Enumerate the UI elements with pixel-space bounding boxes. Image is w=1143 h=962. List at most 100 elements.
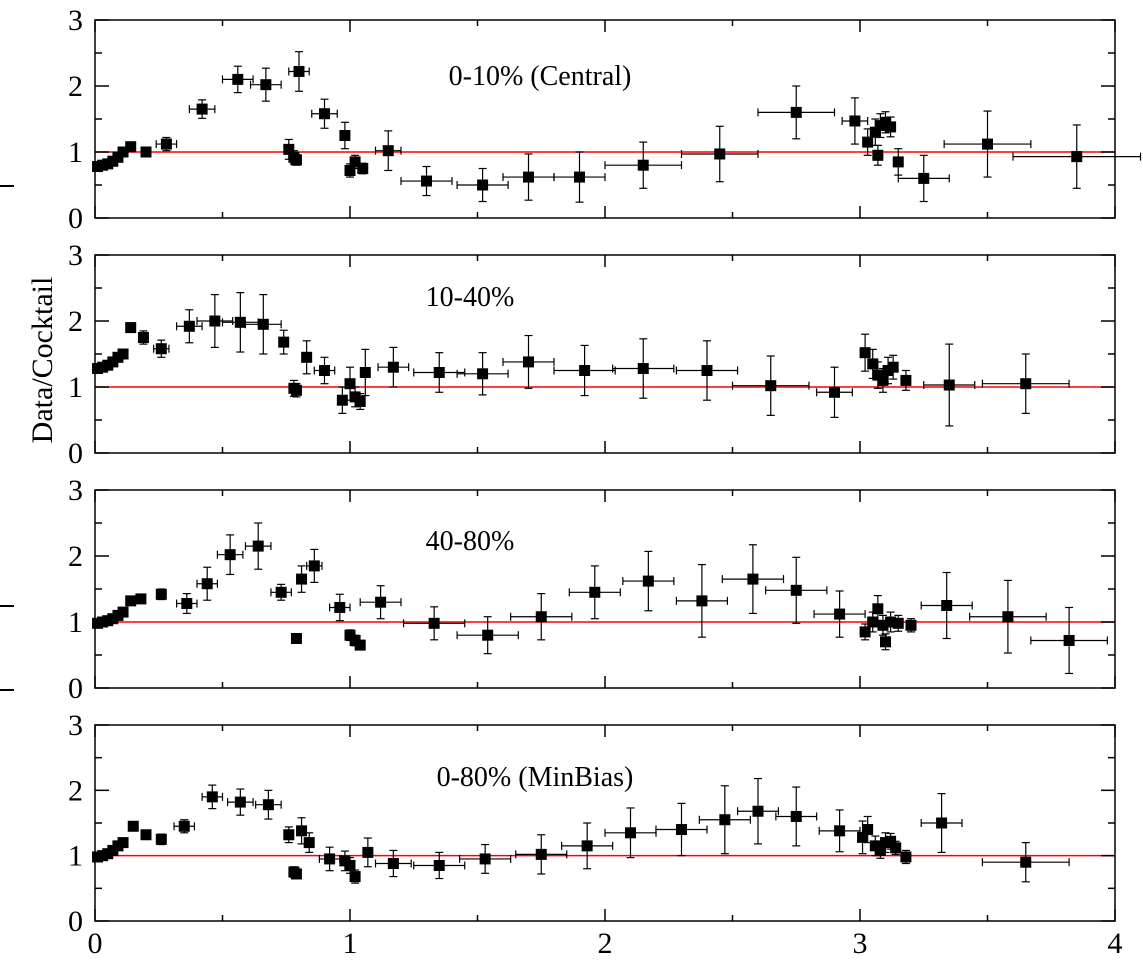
y-tick-label: 1 [68,606,83,639]
marker-square [887,361,899,373]
data-point [604,807,657,859]
marker-square [790,810,802,822]
marker-square [834,825,846,837]
marker-square [790,106,802,118]
data-point [140,829,152,841]
data-point [117,606,129,618]
data-point [244,522,272,570]
marker-square [382,145,394,157]
data-point [900,369,912,391]
marker-square [290,633,302,644]
y-tick-label: 3 [68,4,83,37]
marker-square [117,348,129,360]
data-point [1030,606,1108,675]
marker-square [676,824,687,836]
marker-square [874,844,886,856]
marker-square [936,817,948,829]
data-point [731,355,810,416]
marker-square [892,156,904,168]
marker-square [293,65,305,77]
marker-square [125,141,137,153]
panel-3: 0 1 2 3 40-80% [68,474,1116,705]
data-point [622,550,675,612]
data-point [249,67,282,102]
marker-square [752,805,764,817]
data-point [155,833,167,846]
data-point [127,820,139,832]
marker-square [428,617,440,629]
marker-square [275,586,287,598]
data-point [290,868,302,880]
marker-square [375,596,387,608]
data-point [288,51,310,92]
panel-title: 40-80% [426,526,515,557]
data-point [859,333,871,372]
data-point [765,556,828,624]
data-point [227,788,254,816]
marker-square [296,825,308,837]
marker-square [301,351,313,363]
data-point [359,585,402,620]
panel-2: 0 1 2 3 10-40% [68,239,1116,470]
plot-frame [94,254,1116,454]
data-point [283,826,295,844]
marker-square [290,154,302,166]
marker-square [834,608,846,620]
data-point [553,151,606,203]
panel-1: 0 1 2 3 0-10% (Central) [68,4,1142,235]
marker-square [877,619,889,631]
data-point [923,343,976,427]
data-point [880,633,891,651]
marker-square [637,159,649,171]
marker-square [359,366,371,378]
marker-square [890,842,902,854]
data-point [816,366,853,418]
data-point [374,849,412,878]
data-point [887,354,899,380]
data-point [196,566,218,601]
data-point [135,593,147,605]
marker-square [885,616,897,628]
marker-square [125,322,137,334]
y-tick-label: 2 [68,305,83,338]
y-tick-label: 1 [68,136,83,169]
marker-square [324,853,336,865]
marker-square [857,831,869,843]
data-point [278,329,290,355]
data-point [374,130,402,172]
marker-square [1071,151,1083,163]
marker-square [535,848,547,860]
marker-square [862,824,874,836]
marker-square [232,73,244,85]
marker-square [344,859,356,871]
marker-square [135,593,147,605]
marker-square [183,320,195,332]
marker-square [344,164,356,176]
marker-square [160,138,172,150]
data-point [818,809,861,853]
marker-square [859,626,871,638]
marker-square [354,639,366,651]
y-tick-label: 2 [68,70,83,103]
data-point [905,618,917,633]
marker-square [387,361,399,373]
marker-square [581,840,593,852]
data-point [402,606,466,641]
marker-square [1020,378,1032,390]
y-tick-label: 2 [68,540,83,573]
marker-square [155,343,167,355]
marker-square [574,171,585,183]
data-point [290,154,302,166]
marker-square [885,121,897,133]
data-point [655,802,708,857]
y-tick-label: 3 [68,709,83,742]
marker-square [765,380,777,392]
data-point [125,322,137,334]
marker-square [433,366,445,378]
x-tick-label: 0 [88,927,103,960]
marker-square [178,820,190,832]
data-point [897,154,950,203]
marker-square [137,332,149,343]
marker-square [125,595,137,607]
